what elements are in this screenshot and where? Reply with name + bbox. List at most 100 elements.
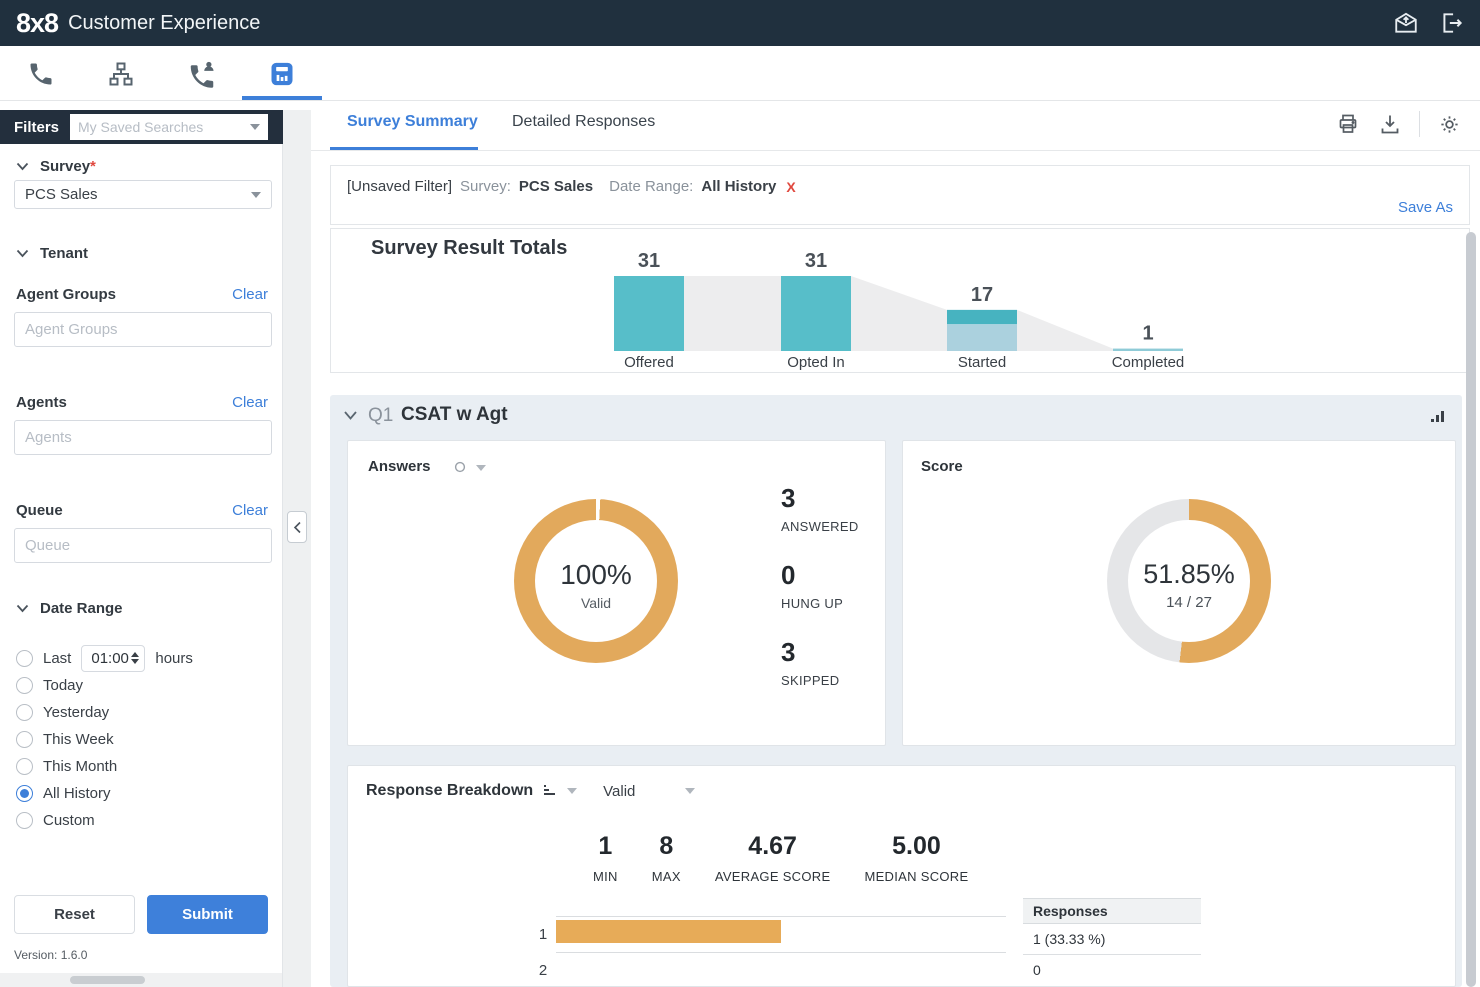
chart-sort-icon[interactable] bbox=[543, 785, 557, 797]
radio-button[interactable] bbox=[16, 676, 33, 694]
tab-survey-summary[interactable]: Survey Summary bbox=[347, 113, 478, 130]
download-icon[interactable] bbox=[1377, 111, 1403, 137]
vertical-scrollbar-thumb[interactable] bbox=[1466, 232, 1476, 987]
radio-option-last[interactable]: Last 01:00 hours bbox=[16, 644, 193, 672]
stepper-arrows[interactable] bbox=[131, 652, 140, 664]
version-text: Version: 1.6.0 bbox=[14, 948, 88, 962]
radio-button[interactable] bbox=[16, 730, 33, 748]
scrollbar-thumb[interactable] bbox=[70, 976, 145, 984]
section-collapse-chevron[interactable] bbox=[343, 410, 358, 421]
score-card: Score 51.85% 14 / 27 bbox=[902, 440, 1456, 746]
tab-detailed-responses[interactable]: Detailed Responses bbox=[512, 113, 656, 130]
agent-groups-input[interactable] bbox=[14, 312, 272, 347]
tab-active-underline bbox=[330, 147, 478, 150]
stat-label: ANSWERED bbox=[781, 519, 859, 534]
clear-link[interactable]: Clear bbox=[232, 394, 268, 411]
clear-link[interactable]: Clear bbox=[232, 502, 268, 519]
funnel-category-label: Completed bbox=[1112, 354, 1185, 371]
nav-tab-hierarchy[interactable] bbox=[99, 56, 143, 92]
date-range-section-header[interactable]: Date Range bbox=[16, 600, 123, 617]
answers-donut-center: 100% Valid bbox=[514, 559, 678, 611]
legend-circle-icon[interactable] bbox=[454, 461, 466, 473]
field-label: Agent Groups bbox=[16, 286, 116, 303]
chevron-down-icon[interactable] bbox=[476, 465, 486, 471]
stat-value: 3 bbox=[781, 637, 796, 667]
answers-stat-hung-up: 0 HUNG UP bbox=[781, 560, 843, 611]
step-up-icon[interactable] bbox=[131, 652, 140, 657]
answers-stat-answered: 3 ANSWERED bbox=[781, 483, 859, 534]
radio-button[interactable] bbox=[16, 757, 33, 775]
radio-button[interactable] bbox=[16, 784, 33, 802]
nav-tab-callback[interactable] bbox=[180, 56, 224, 92]
radio-label: Last bbox=[43, 649, 72, 667]
answers-donut-chart bbox=[514, 499, 678, 663]
bar-track bbox=[556, 952, 1006, 987]
share-email-icon[interactable] bbox=[1392, 9, 1420, 37]
chevron-down-icon[interactable] bbox=[685, 788, 696, 794]
funnel-connector bbox=[851, 276, 947, 351]
funnel-bar-started-bottom bbox=[947, 324, 1017, 351]
tenant-section-header[interactable]: Tenant bbox=[16, 245, 88, 262]
response-stats: 1 MIN 8 MAX 4.67 AVERAGE SCORE 5.00 MEDIAN SCOR… bbox=[593, 832, 968, 884]
survey-section-header[interactable]: Survey* bbox=[16, 158, 96, 175]
print-icon[interactable] bbox=[1335, 111, 1361, 137]
nav-tab-calls[interactable] bbox=[19, 56, 63, 92]
nav-bar bbox=[0, 46, 1480, 101]
hours-stepper[interactable]: 01:00 bbox=[81, 644, 146, 672]
radio-option-all-history[interactable]: All History bbox=[16, 780, 111, 806]
agents-input[interactable] bbox=[14, 420, 272, 455]
stat-value: 3 bbox=[781, 483, 796, 513]
radio-button[interactable] bbox=[16, 811, 33, 829]
radio-option-custom[interactable]: Custom bbox=[16, 807, 95, 833]
submit-button[interactable]: Submit bbox=[147, 895, 268, 934]
chart-type-icon[interactable] bbox=[1430, 409, 1446, 423]
valid-filter-dropdown[interactable]: Valid bbox=[603, 782, 636, 800]
settings-gear-icon[interactable] bbox=[1436, 111, 1462, 137]
reset-button[interactable]: Reset bbox=[14, 895, 135, 934]
sidebar-collapse-button[interactable] bbox=[287, 511, 307, 543]
sidebar-collapse-strip bbox=[283, 110, 311, 987]
survey-select-value: PCS Sales bbox=[25, 186, 98, 203]
required-asterisk: * bbox=[90, 158, 96, 175]
save-as-link[interactable]: Save As bbox=[1397, 199, 1453, 216]
radio-option-this-month[interactable]: This Month bbox=[16, 753, 117, 779]
survey-select[interactable]: PCS Sales bbox=[14, 180, 272, 209]
queue-input[interactable] bbox=[14, 528, 272, 563]
radio-label: This Month bbox=[43, 757, 118, 775]
radio-button[interactable] bbox=[16, 703, 33, 721]
question-number: Q1 bbox=[368, 405, 394, 426]
stat-label: AVERAGE SCORE bbox=[714, 869, 831, 884]
funnel-value: 17 bbox=[971, 284, 993, 306]
radio-button[interactable] bbox=[16, 649, 33, 667]
response-bar-row: 1 bbox=[530, 916, 1006, 952]
chevron-down-icon[interactable] bbox=[567, 788, 578, 794]
responses-table-cell: 0 bbox=[1033, 962, 1041, 978]
radio-option-this-week[interactable]: This Week bbox=[16, 726, 114, 752]
stat-label: MEDIAN SCORE bbox=[864, 869, 969, 884]
funnel-connector bbox=[1017, 309, 1113, 351]
score-title: Score bbox=[921, 458, 963, 475]
clear-link[interactable]: Clear bbox=[232, 286, 268, 303]
rb-stat-max: 8 MAX bbox=[652, 832, 681, 884]
field-label-row: Agents Clear bbox=[16, 394, 268, 411]
nav-tab-reports[interactable] bbox=[260, 56, 304, 92]
saved-searches-dropdown[interactable]: My Saved Searches bbox=[70, 114, 268, 140]
remove-filter-icon[interactable]: X bbox=[786, 178, 796, 195]
radio-label: Today bbox=[43, 676, 84, 694]
tenant-section-label: Tenant bbox=[40, 245, 89, 262]
radio-option-today[interactable]: Today bbox=[16, 672, 83, 698]
score-fraction: 14 / 27 bbox=[1166, 594, 1212, 611]
rb-stat-average-score: 4.67 AVERAGE SCORE bbox=[715, 832, 831, 884]
question-section-header: Q1 CSAT w Agt bbox=[330, 395, 1462, 440]
step-down-icon[interactable] bbox=[131, 659, 140, 664]
funnel-bar bbox=[781, 276, 851, 351]
chevron-down-icon bbox=[16, 249, 29, 258]
sidebar-horizontal-scrollbar[interactable] bbox=[0, 973, 282, 987]
logout-icon[interactable] bbox=[1438, 9, 1466, 37]
chevron-left-icon bbox=[293, 521, 301, 533]
stat-value: 1 bbox=[598, 832, 613, 860]
radio-option-yesterday[interactable]: Yesterday bbox=[16, 699, 109, 725]
funnel-bar-completed bbox=[1113, 348, 1183, 351]
totals-title: Survey Result Totals bbox=[371, 237, 568, 259]
